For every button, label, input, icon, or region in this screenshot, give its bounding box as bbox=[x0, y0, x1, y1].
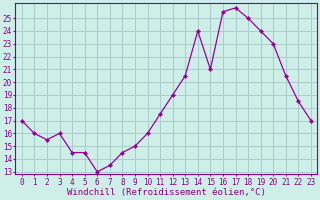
X-axis label: Windchill (Refroidissement éolien,°C): Windchill (Refroidissement éolien,°C) bbox=[67, 188, 266, 197]
